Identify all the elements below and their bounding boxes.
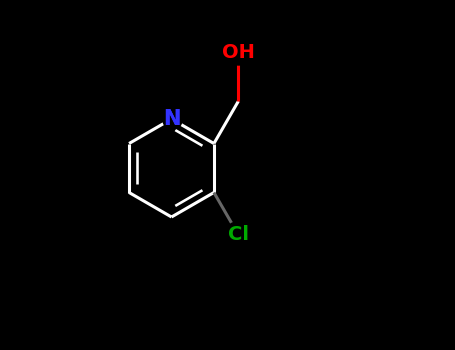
Text: OH: OH [222,43,255,62]
Text: N: N [163,109,180,129]
Text: N: N [163,109,180,129]
Text: Cl: Cl [228,225,249,244]
